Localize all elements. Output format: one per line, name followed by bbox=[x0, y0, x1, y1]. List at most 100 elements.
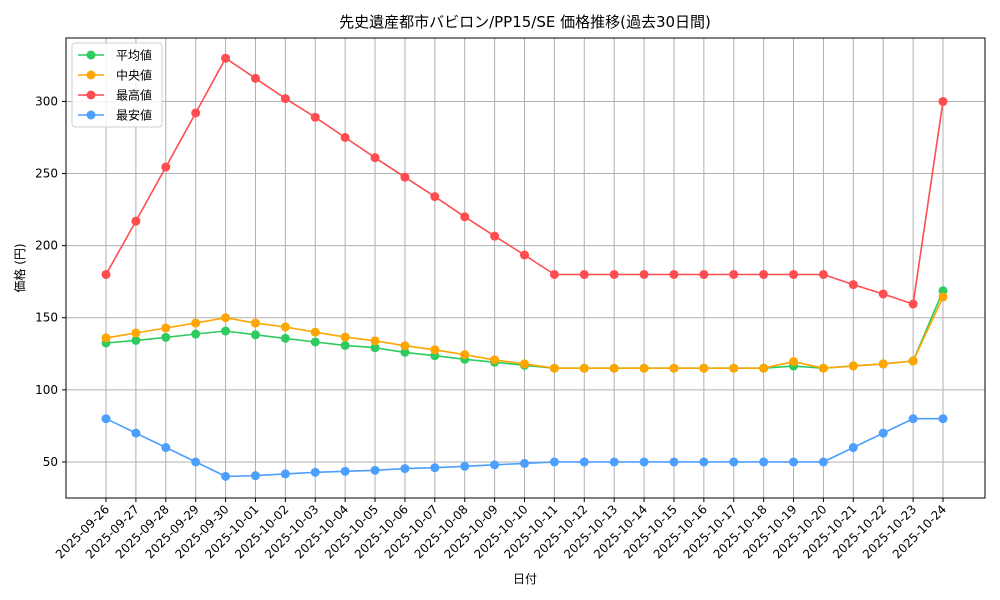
data-point bbox=[310, 467, 320, 477]
data-point bbox=[520, 458, 529, 468]
data-point bbox=[908, 299, 918, 309]
y-tick-label: 100 bbox=[35, 383, 58, 397]
data-point bbox=[430, 463, 440, 473]
data-point bbox=[340, 466, 350, 476]
plot-frame bbox=[65, 37, 986, 499]
data-point bbox=[131, 216, 141, 226]
data-point bbox=[669, 457, 679, 467]
data-point bbox=[310, 327, 320, 337]
data-point bbox=[908, 356, 918, 366]
data-series bbox=[101, 53, 948, 481]
legend-box bbox=[71, 42, 163, 128]
data-point bbox=[669, 269, 679, 279]
data-point bbox=[699, 363, 709, 373]
data-point bbox=[460, 212, 470, 222]
data-point bbox=[101, 269, 111, 279]
data-point bbox=[370, 465, 380, 475]
data-point bbox=[191, 457, 201, 467]
legend-label: 最高値 bbox=[116, 88, 152, 103]
data-point bbox=[400, 464, 410, 474]
data-point bbox=[221, 313, 231, 323]
x-axis: 2025-09-262025-09-272025-09-282025-09-29… bbox=[53, 498, 949, 561]
data-point bbox=[340, 332, 350, 342]
data-point bbox=[161, 443, 171, 453]
data-point bbox=[579, 269, 589, 279]
data-point bbox=[460, 461, 470, 471]
data-point bbox=[191, 318, 201, 328]
data-point bbox=[400, 341, 410, 351]
data-point bbox=[280, 469, 290, 479]
data-point bbox=[669, 363, 679, 373]
data-point bbox=[490, 231, 500, 241]
data-point bbox=[131, 428, 141, 438]
data-point bbox=[579, 457, 589, 467]
data-point bbox=[549, 457, 559, 467]
data-point bbox=[400, 347, 410, 357]
data-point bbox=[639, 457, 649, 467]
legend-swatch-marker bbox=[86, 70, 96, 80]
data-point bbox=[549, 269, 559, 279]
data-point bbox=[729, 457, 739, 467]
data-point bbox=[340, 132, 350, 142]
chart-title: 先史遺産都市バビロン/PP15/SE 価格推移(過去30日間) bbox=[339, 13, 711, 31]
y-tick-label: 300 bbox=[35, 94, 58, 108]
data-point bbox=[161, 332, 171, 342]
data-point bbox=[759, 457, 769, 467]
data-point bbox=[699, 269, 709, 279]
data-point bbox=[520, 359, 529, 369]
data-point bbox=[938, 292, 948, 302]
data-point bbox=[639, 363, 649, 373]
data-point bbox=[280, 322, 290, 332]
series-1 bbox=[101, 292, 948, 373]
data-point bbox=[101, 414, 111, 424]
series-3 bbox=[101, 414, 948, 481]
data-point bbox=[818, 457, 828, 467]
data-point bbox=[250, 471, 260, 481]
data-point bbox=[609, 363, 619, 373]
data-point bbox=[848, 361, 858, 371]
data-point bbox=[340, 340, 350, 350]
series-2 bbox=[101, 53, 948, 309]
data-point bbox=[250, 318, 260, 328]
y-tick-label: 250 bbox=[35, 167, 58, 181]
legend-label: 中央値 bbox=[116, 68, 152, 83]
data-point bbox=[370, 336, 380, 346]
data-point bbox=[460, 350, 470, 360]
data-point bbox=[400, 172, 410, 182]
data-point bbox=[729, 363, 739, 373]
data-point bbox=[430, 345, 440, 355]
data-point bbox=[161, 323, 171, 333]
grid-lines bbox=[66, 38, 985, 498]
data-point bbox=[131, 335, 141, 345]
x-axis-label: 日付 bbox=[513, 572, 537, 586]
data-point bbox=[729, 269, 739, 279]
data-point bbox=[310, 337, 320, 347]
data-point bbox=[221, 53, 231, 63]
data-point bbox=[908, 414, 918, 424]
data-point bbox=[848, 443, 858, 453]
legend-label: 最安値 bbox=[116, 108, 152, 123]
data-point bbox=[759, 363, 769, 373]
y-tick-label: 50 bbox=[43, 455, 58, 469]
data-point bbox=[430, 192, 440, 202]
data-point bbox=[250, 73, 260, 83]
legend-swatch-marker bbox=[86, 50, 96, 60]
legend-label: 平均値 bbox=[116, 48, 152, 63]
legend-swatch-marker bbox=[86, 90, 96, 100]
data-point bbox=[938, 414, 948, 424]
data-point bbox=[161, 162, 171, 172]
data-point bbox=[310, 112, 320, 122]
data-point bbox=[370, 153, 380, 163]
data-point bbox=[938, 96, 948, 106]
data-point bbox=[250, 330, 260, 340]
data-point bbox=[549, 363, 559, 373]
data-point bbox=[490, 460, 500, 470]
data-point bbox=[221, 326, 231, 336]
data-point bbox=[280, 94, 290, 104]
data-point bbox=[221, 471, 231, 481]
data-point bbox=[818, 363, 828, 373]
data-point bbox=[101, 333, 111, 343]
data-point bbox=[609, 269, 619, 279]
data-point bbox=[699, 457, 709, 467]
